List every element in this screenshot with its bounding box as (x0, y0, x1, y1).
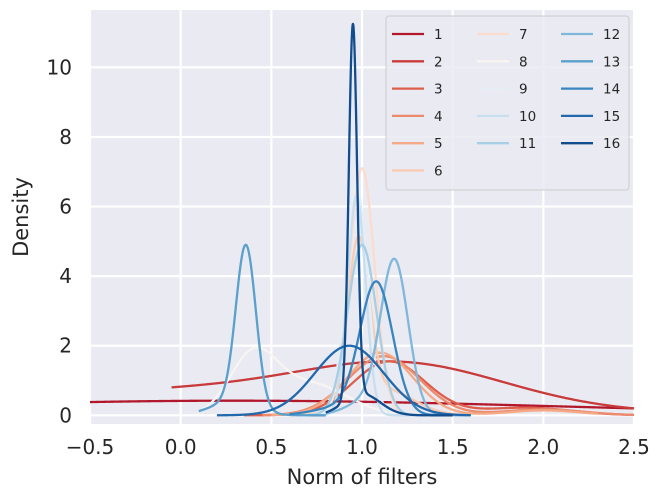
legend-label: 16 (603, 136, 620, 152)
x-axis-label: Norm of filters (287, 465, 438, 489)
legend-label: 2 (434, 54, 443, 70)
y-tick-label: 2 (59, 334, 72, 358)
density-curve-16 (324, 22, 454, 417)
x-tick-label: 0.0 (165, 435, 197, 459)
legend-label: 1 (434, 27, 443, 43)
x-axis-ticks: −0.5 0.0 0.5 1.0 1.5 2.0 2.5 (66, 435, 650, 459)
y-axis-label: Density (9, 177, 33, 257)
density-curve-2 (171, 360, 634, 410)
legend-label: 6 (434, 164, 443, 180)
legend-frame (385, 15, 630, 191)
legend-label: 15 (603, 109, 620, 125)
x-tick-label: 2.5 (618, 435, 650, 459)
legend-label: 8 (519, 54, 528, 70)
x-tick-label: −0.5 (66, 435, 115, 459)
legend-label: 12 (603, 27, 620, 43)
x-tick-label: 2.0 (527, 435, 559, 459)
legend-label: 4 (434, 109, 443, 125)
density-curve-5 (270, 351, 599, 417)
x-tick-label: 1.0 (346, 435, 378, 459)
legend-label: 5 (434, 136, 443, 152)
y-tick-label: 10 (47, 55, 72, 79)
y-tick-label: 4 (59, 264, 72, 288)
x-tick-label: 0.5 (255, 435, 287, 459)
legend-label: 10 (519, 109, 536, 125)
density-curves (90, 22, 634, 417)
y-axis-ticks: 0 2 4 6 8 10 (47, 55, 72, 427)
density-curve-13 (197, 243, 327, 417)
y-tick-label: 0 (59, 403, 72, 427)
density-curve-10 (315, 194, 418, 417)
legend-label: 3 (434, 82, 443, 98)
legend-label: 13 (603, 54, 620, 70)
x-tick-label: 1.5 (437, 435, 469, 459)
density-curve-14 (288, 280, 445, 417)
legend-label: 9 (519, 82, 528, 98)
legend-label: 11 (519, 136, 536, 152)
legend-label: 14 (603, 82, 620, 98)
y-tick-label: 8 (59, 125, 72, 149)
density-curve-1 (90, 399, 634, 410)
legend-label: 7 (519, 27, 528, 43)
y-tick-label: 6 (59, 195, 72, 219)
